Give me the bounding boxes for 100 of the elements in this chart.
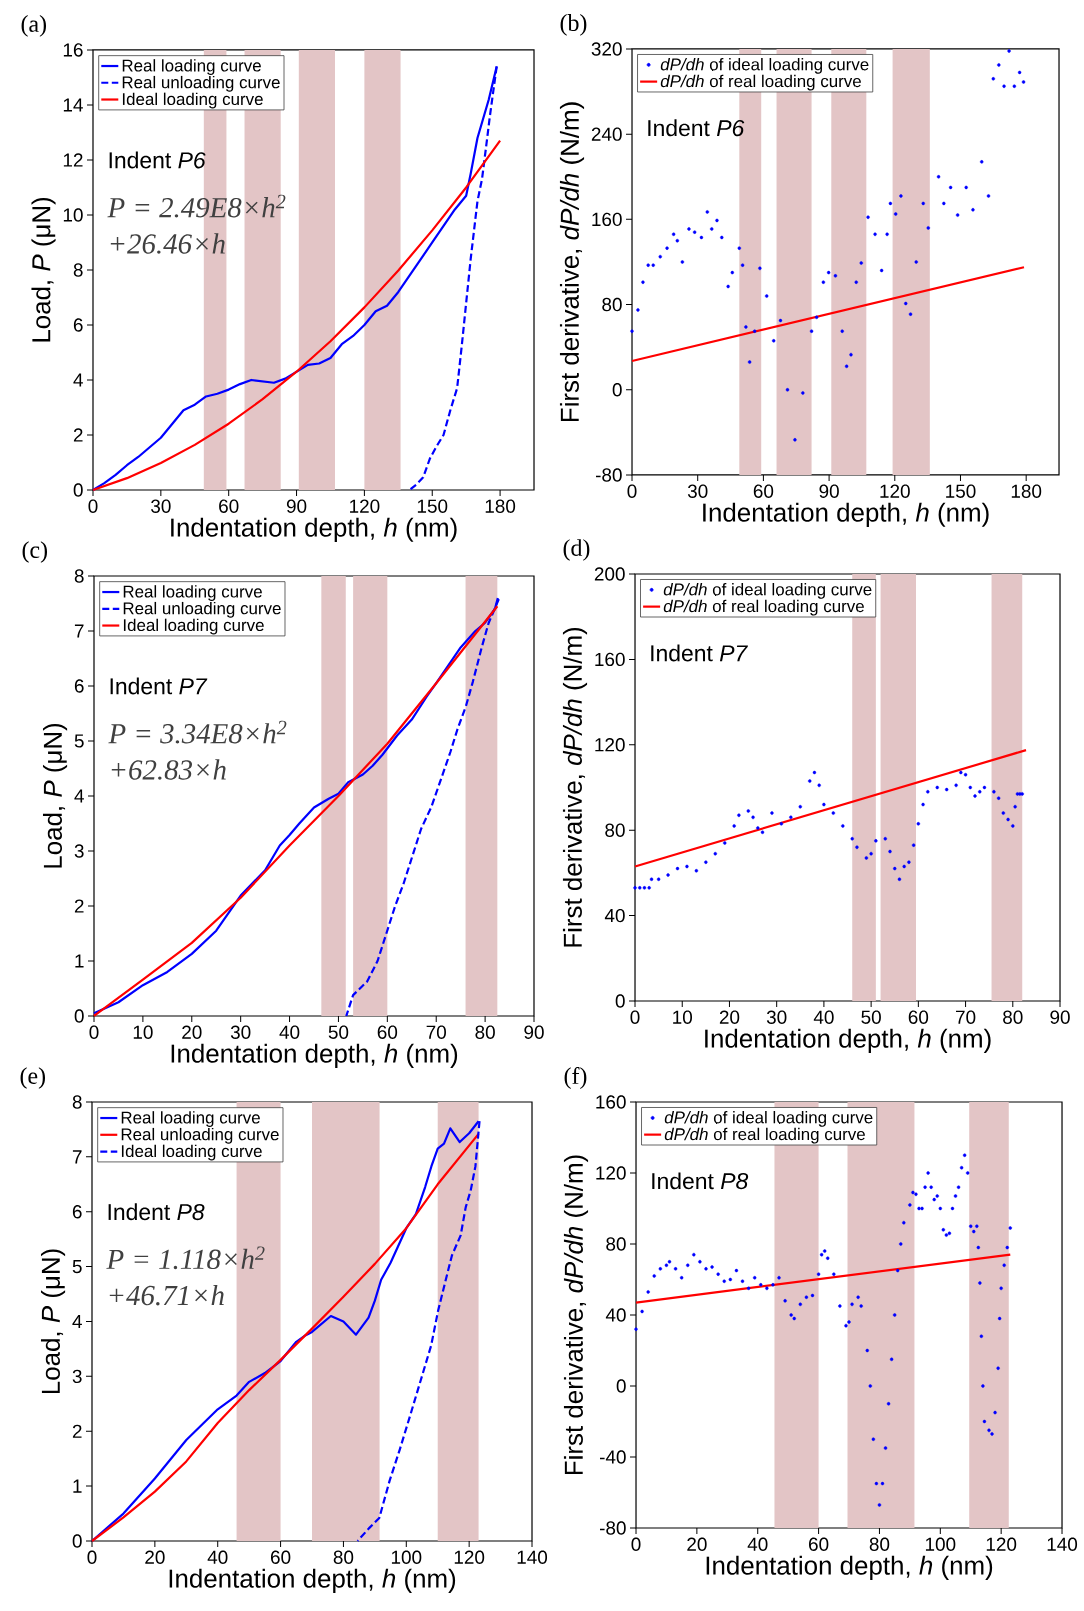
y-tick-label: 5 — [74, 734, 84, 748]
y-tick-label: 80 — [606, 1237, 626, 1251]
x-tick-label: 80 — [475, 1025, 495, 1039]
x-tick-label: 60 — [377, 1025, 398, 1039]
x-tick-label: 40 — [747, 1537, 768, 1551]
annotation: Indent P8 — [652, 1172, 749, 1190]
x-axis-title: Indentation depth, h (nm) — [171, 517, 457, 542]
y-tick-label: 4 — [72, 1314, 82, 1329]
y-tick-label: 7 — [74, 624, 84, 638]
annotation: +26.46×h — [110, 233, 225, 254]
x-axis-title: Indentation depth, h (nm) — [706, 1555, 993, 1580]
y-tick-label: 10 — [63, 208, 83, 222]
x-tick-label: 180 — [1011, 484, 1042, 498]
y-tick-label: 200 — [594, 567, 625, 581]
y-tick-label: 2 — [74, 899, 84, 913]
annotation: Indent P6 — [648, 119, 745, 137]
text: (e) — [20, 1067, 45, 1089]
x-tick-label: 0 — [630, 1010, 640, 1024]
annotation: Indent P7 — [651, 644, 748, 662]
legend-label: dP/dh of ideal loading curve — [663, 583, 872, 599]
x-tick-label: 50 — [328, 1025, 349, 1039]
x-tick-label: 40 — [207, 1550, 228, 1564]
text: (d) — [563, 539, 590, 561]
y-axis-title: First derivative, dP/dh (N/m) — [563, 1155, 589, 1475]
legend-label: dP/dh of real loading curve — [660, 74, 861, 91]
x-tick-label: 40 — [279, 1025, 300, 1039]
y-tick-label: 3 — [74, 844, 84, 858]
annotation: +62.83×h — [111, 759, 226, 780]
text: (b) — [560, 14, 587, 36]
x-tick-label: 20 — [145, 1550, 165, 1564]
y-axis-title: Load, P (μN) — [31, 197, 56, 342]
y-tick-label: 160 — [595, 652, 625, 667]
annotation: Indent P8 — [108, 1203, 205, 1221]
legend-label: Ideal loading curve — [123, 618, 264, 635]
x-tick-label: 0 — [89, 1025, 99, 1039]
y-tick-label: -80 — [599, 1521, 626, 1535]
x-tick-label: 150 — [946, 484, 976, 498]
legend-label: Real loading curve — [121, 1111, 260, 1127]
x-tick-label: 10 — [133, 1025, 153, 1039]
x-tick-label: 20 — [182, 1025, 202, 1039]
y-tick-label: 0 — [612, 383, 622, 397]
x-tick-label: 30 — [230, 1025, 251, 1039]
x-tick-label: 70 — [956, 1010, 976, 1024]
x-tick-label: 120 — [454, 1550, 485, 1564]
legend-label: dP/dh of real loading curve — [663, 599, 864, 616]
x-tick-label: 70 — [426, 1025, 446, 1039]
line-series — [91, 139, 502, 492]
y-tick-label: 120 — [595, 738, 625, 752]
x-tick-label: 60 — [809, 1537, 829, 1551]
legend-label: Real loading curve — [123, 585, 262, 601]
legend-label: Ideal loading curve — [121, 1144, 262, 1161]
y-tick-label: 160 — [596, 1095, 626, 1109]
x-tick-label: 100 — [925, 1537, 956, 1551]
y-tick-label: 40 — [605, 1308, 626, 1322]
x-tick-label: 20 — [687, 1537, 707, 1551]
y-tick-label: 4 — [74, 789, 84, 803]
y-axis-title: Load, P (μN) — [42, 723, 68, 868]
y-tick-label: 80 — [605, 823, 625, 837]
y-tick-label: 7 — [72, 1150, 82, 1164]
x-tick-label: 80 — [869, 1537, 890, 1551]
y-tick-label: 8 — [72, 1095, 82, 1109]
x-tick-label: 140 — [517, 1550, 548, 1564]
x-tick-label: 60 — [271, 1550, 291, 1564]
y-tick-label: 0 — [616, 1379, 626, 1393]
y-tick-label: 320 — [591, 42, 622, 56]
y-tick-label: 80 — [602, 297, 622, 312]
y-tick-label: 6 — [73, 318, 83, 332]
annotation: P = 3.34E8×h$^{2}$ — [108, 720, 287, 744]
x-tick-label: 0 — [631, 1537, 641, 1551]
x-tick-label: 80 — [333, 1550, 354, 1564]
y-tick-label: 3 — [72, 1369, 82, 1384]
x-tick-label: 90 — [819, 484, 839, 498]
y-axis-title: First derivative, dP/dh (N/m) — [559, 102, 585, 422]
x-tick-label: 30 — [766, 1010, 787, 1024]
x-axis-title: Indentation depth, h (nm) — [171, 1043, 458, 1068]
x-tick-label: 20 — [719, 1010, 740, 1024]
y-tick-label: 6 — [74, 679, 84, 693]
x-tick-label: 150 — [417, 499, 448, 513]
y-tick-label: 2 — [72, 1424, 82, 1438]
x-axis-title: Indentation depth, h (nm) — [705, 1028, 991, 1053]
annotation: P = 1.118×h$^{2}$ — [106, 1246, 265, 1270]
text: (c) — [22, 541, 47, 563]
text: (a) — [21, 15, 46, 37]
y-tick-label: 6 — [72, 1205, 82, 1219]
x-tick-label: 60 — [908, 1010, 929, 1024]
y-tick-label: 8 — [73, 263, 83, 277]
y-tick-label: 160 — [592, 212, 622, 227]
x-tick-label: 80 — [1003, 1010, 1023, 1024]
x-tick-label: 90 — [524, 1025, 544, 1039]
x-axis-title: Indentation depth, h (nm) — [703, 502, 989, 527]
x-tick-label: 10 — [673, 1010, 693, 1024]
y-axis-title: Load, P (μN) — [40, 1249, 66, 1394]
y-axis-title: First derivative, dP/dh (N/m) — [562, 627, 588, 947]
legend-label: Real unloading curve — [121, 1127, 279, 1144]
x-tick-label: 0 — [87, 1550, 97, 1564]
x-tick-label: 90 — [286, 499, 307, 513]
x-tick-label: 100 — [391, 1550, 422, 1564]
x-tick-label: 30 — [151, 499, 171, 513]
x-tick-label: 30 — [687, 484, 708, 498]
x-tick-label: 0 — [627, 484, 637, 498]
